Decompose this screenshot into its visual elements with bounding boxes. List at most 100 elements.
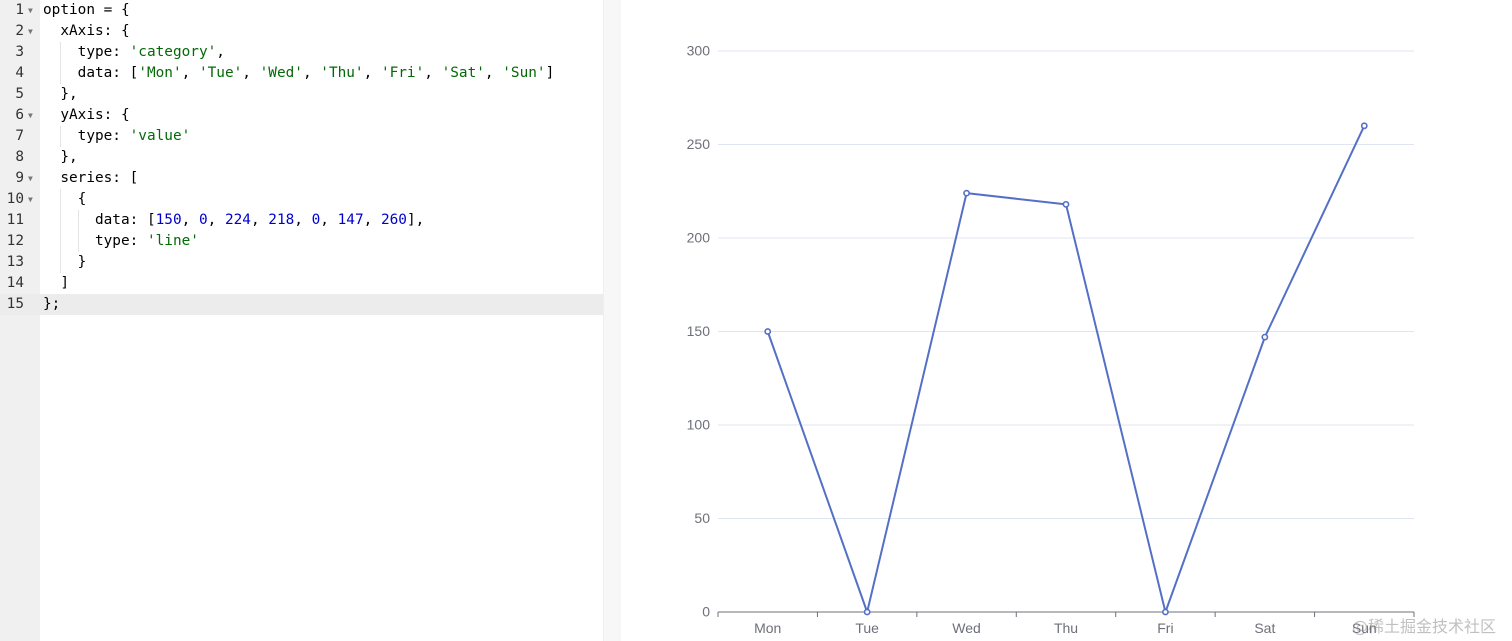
code-line[interactable]: 4 data: ['Mon', 'Tue', 'Wed', 'Thu', 'Fr… <box>0 63 603 84</box>
code-line[interactable]: 5 }, <box>0 84 603 105</box>
series-line <box>766 125 1366 613</box>
data-point <box>863 608 871 616</box>
code-line[interactable]: 2 ▼ xAxis: { <box>0 21 603 42</box>
string-token: 'Fri' <box>380 65 425 81</box>
code-line[interactable]: 9 ▼ series: [ <box>0 168 603 189</box>
code-text: yAxis: { <box>43 105 130 126</box>
string-token: 'line' <box>146 233 199 249</box>
pane-splitter[interactable] <box>603 0 621 641</box>
code-token: , <box>424 65 442 81</box>
string-token: 'category' <box>129 44 217 60</box>
fold-toggle-icon[interactable]: ▼ <box>28 27 33 36</box>
number-token: 218 <box>268 212 295 228</box>
code-line[interactable]: 14 ] <box>0 273 603 294</box>
line-number: 14 <box>6 275 24 291</box>
code-token: } <box>43 254 87 270</box>
x-tick-label: Fri <box>1157 620 1173 636</box>
line-number: 11 <box>6 212 24 228</box>
x-tick-label: Mon <box>754 620 781 636</box>
code-line[interactable]: 8 }, <box>0 147 603 168</box>
line-chart: 0 50 100 150 200 250 300 Mon Tue Wed Thu Fri Sat Sun <box>687 43 1415 636</box>
fold-toggle-icon[interactable]: ▼ <box>28 195 33 204</box>
line-number: 3 <box>15 44 24 60</box>
y-tick-label: 300 <box>687 43 711 59</box>
indent-guide <box>60 63 62 84</box>
y-tick-label: 150 <box>687 323 711 339</box>
code-token: , <box>484 65 503 81</box>
code-line[interactable]: 6 ▼ yAxis: { <box>0 105 603 126</box>
code-text: data: [150, 0, 224, 218, 0, 147, 260], <box>43 210 424 231</box>
code-token: , <box>207 212 225 228</box>
line-number-gutter <box>0 0 40 641</box>
code-line[interactable]: 7 type: 'value' <box>0 126 603 147</box>
data-point <box>1261 333 1269 341</box>
y-tick-label: 0 <box>702 604 710 620</box>
chart-preview: 0 50 100 150 200 250 300 Mon Tue Wed Thu Fri Sat Sun <box>620 0 1512 641</box>
line-number: 4 <box>15 65 24 81</box>
string-token: 'Sat' <box>441 65 485 81</box>
x-tick-label: Thu <box>1054 620 1078 636</box>
code-token: ] <box>43 275 69 291</box>
y-tick-label: 250 <box>687 136 711 152</box>
line-number: 8 <box>15 149 24 165</box>
number-token: 224 <box>224 212 251 228</box>
code-text: }; <box>43 294 60 315</box>
code-text: } <box>43 252 87 273</box>
code-token: , <box>181 65 199 81</box>
code-text: data: ['Mon', 'Tue', 'Wed', 'Thu', 'Fri'… <box>43 63 555 84</box>
string-token: 'Sun' <box>502 65 546 81</box>
indent-guide <box>77 231 79 252</box>
line-number: 2 <box>15 23 24 39</box>
code-line[interactable]: 10 ▼ { <box>0 189 603 210</box>
indent-guide <box>60 252 62 273</box>
indent-guide <box>77 210 79 231</box>
code-line[interactable]: 3 type: 'category', <box>0 42 603 63</box>
code-text: }, <box>43 147 78 168</box>
fold-toggle-icon[interactable]: ▼ <box>28 111 33 120</box>
code-line[interactable]: 11 data: [150, 0, 224, 218, 0, 147, 260]… <box>0 210 603 231</box>
number-token: 0 <box>311 212 321 228</box>
code-editor[interactable]: 1 ▼ option = {2 ▼ xAxis: {3 type: 'category… <box>0 0 603 641</box>
code-token: { <box>43 191 87 207</box>
fold-toggle-icon[interactable]: ▼ <box>28 6 33 15</box>
string-token: 'Thu' <box>320 65 364 81</box>
fold-toggle-icon[interactable]: ▼ <box>28 174 33 183</box>
code-token: , <box>181 212 199 228</box>
data-point <box>1360 122 1368 130</box>
x-tick-label: Sun <box>1352 620 1377 636</box>
code-token: , <box>363 212 381 228</box>
watermark: @稀土掘金技术社区 <box>1351 617 1496 636</box>
code-token: }, <box>43 149 78 165</box>
code-text: }, <box>43 84 78 105</box>
line-number: 15 <box>6 296 24 312</box>
x-tick-label: Wed <box>952 620 981 636</box>
indent-guide <box>60 189 62 210</box>
number-token: 0 <box>198 212 208 228</box>
code-text: type: 'category', <box>43 42 225 63</box>
code-token: , <box>294 212 312 228</box>
code-lines[interactable]: 1 ▼ option = {2 ▼ xAxis: {3 type: 'category… <box>0 0 603 315</box>
code-token: yAxis: { <box>43 107 130 123</box>
y-tick-label: 50 <box>694 510 710 526</box>
code-text: type: 'value' <box>43 126 191 147</box>
code-token: }, <box>43 86 78 102</box>
data-point <box>963 189 970 197</box>
code-text: type: 'line' <box>43 231 199 252</box>
string-token: 'value' <box>129 128 191 144</box>
code-line[interactable]: 15}; <box>0 294 603 315</box>
code-line[interactable]: 1 ▼ option = { <box>0 0 603 21</box>
line-number: 10 <box>6 191 24 207</box>
string-token: 'Tue' <box>198 65 243 81</box>
line-number: 13 <box>6 254 24 270</box>
y-tick-label: 200 <box>687 230 711 246</box>
number-token: 150 <box>155 212 182 228</box>
code-token: }; <box>43 296 61 312</box>
code-text: { <box>43 189 87 210</box>
code-text: option = { <box>43 0 130 21</box>
code-line[interactable]: 12 type: 'line' <box>0 231 603 252</box>
code-token: , <box>242 65 260 81</box>
y-tick-label: 100 <box>687 417 711 433</box>
code-token: ], <box>406 212 425 228</box>
number-token: 147 <box>337 212 364 228</box>
code-line[interactable]: 13 } <box>0 252 603 273</box>
